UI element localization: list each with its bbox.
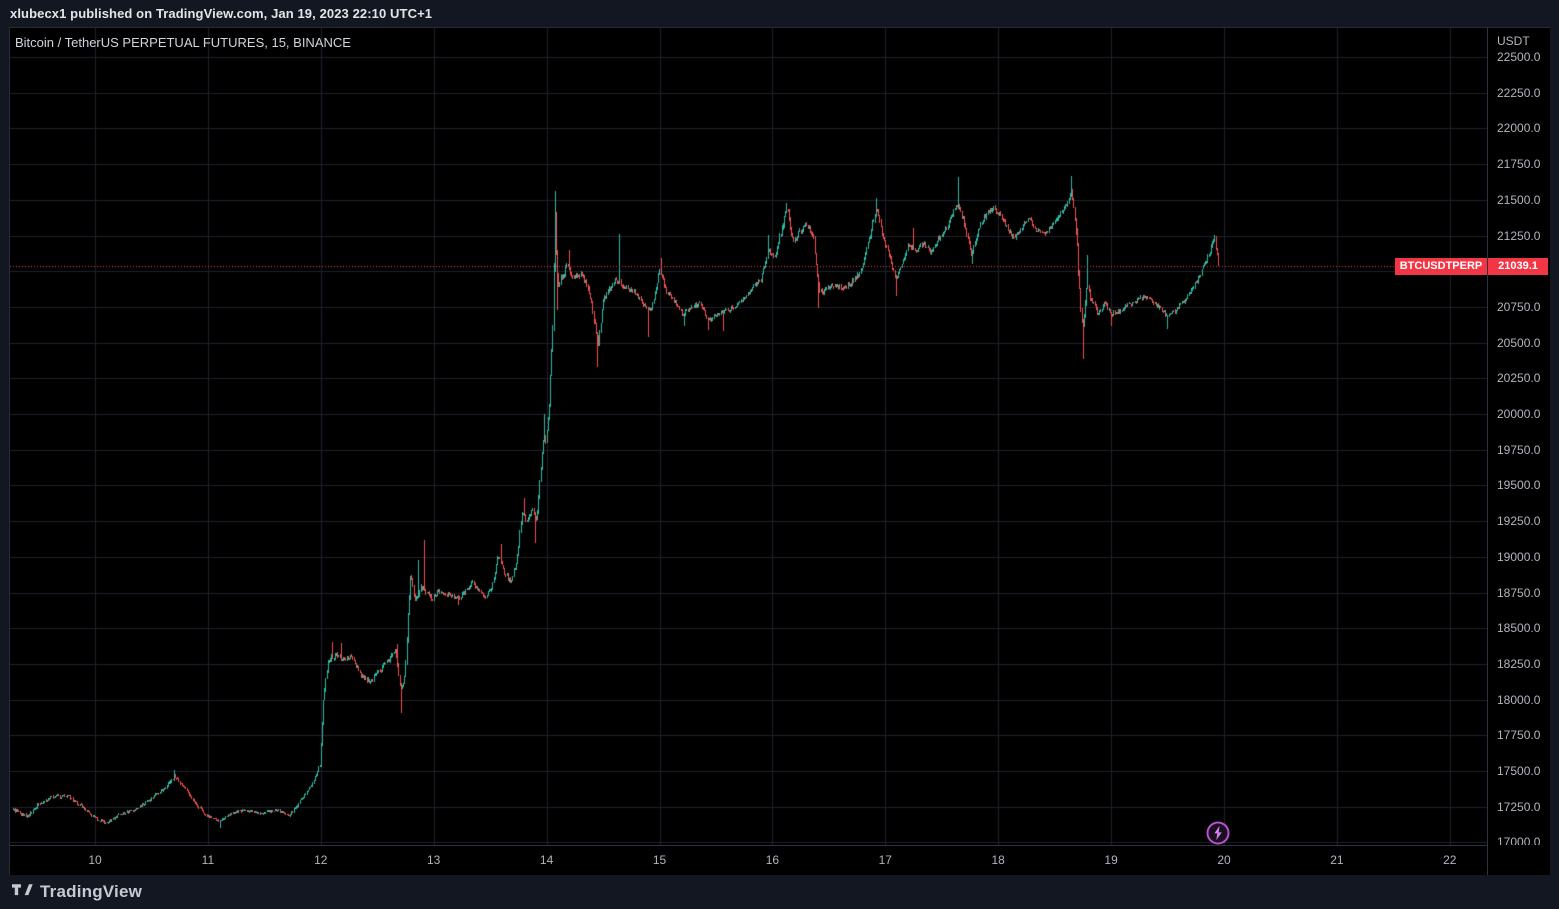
time-tick-label: 16 [765,853,780,867]
price-tick-label: 22500.0 [1497,50,1541,64]
time-tick-label: 21 [1330,853,1344,867]
time-tick-label: 13 [427,853,441,867]
footer-bar: TradingView [0,875,1559,909]
price-tick-label: 21500.0 [1497,192,1541,207]
time-tick-label: 22 [1443,853,1457,867]
chart-symbol-title: Bitcoin / TetherUS PERPETUAL FUTURES, 15… [15,35,351,50]
price-tick-label: 20500.0 [1497,335,1541,350]
last-price-symbol-tag: BTCUSDTPERP [1395,258,1487,275]
time-tick-label: 20 [1217,853,1231,867]
chart-pane: Bitcoin / TetherUS PERPETUAL FUTURES, 15… [9,27,1550,876]
last-price-value-tag: 21039.1 [1488,258,1548,275]
price-tick-label: 17500.0 [1497,764,1541,778]
publish-top-bar: xlubecx1 published on TradingView.com, J… [0,0,1559,28]
time-tick-label: 11 [201,853,215,867]
price-tick-label: 19250.0 [1497,514,1541,529]
price-tick-label: 20250.0 [1497,371,1541,386]
price-axis[interactable]: USDT 22500.0 22250.0 22000.0 21750.0 21500.0… [1487,28,1550,875]
price-tick-labels: 22500.0 22250.0 22000.0 21750.0 21500.0 21250… [1488,28,1550,845]
currency-label: USDT [1497,34,1530,48]
time-tick-label: 15 [652,853,667,867]
time-axis[interactable]: 10 11 12 13 14 15 16 17 18 19 20 21 22 [10,845,1549,876]
time-tick-label: 18 [991,853,1005,867]
price-tick-label: 21250.0 [1497,228,1541,243]
price-tick-label: 19750.0 [1497,442,1541,457]
price-tick-label: 20750.0 [1497,299,1541,314]
time-tick-label: 10 [88,853,102,867]
tradingview-logo[interactable]: TradingView [12,882,142,902]
price-tick-label: 18250.0 [1497,656,1541,671]
attribution-text: xlubecx1 published on TradingView.com, J… [10,6,433,21]
candlestick-chart-canvas[interactable] [10,28,1487,845]
time-tick-label: 19 [1104,853,1118,867]
price-tick-label: 17750.0 [1497,728,1541,743]
price-tick-label: 19500.0 [1497,478,1541,493]
price-tick-label: 22000.0 [1497,121,1541,136]
price-tick-label: 17250.0 [1497,799,1541,814]
time-tick-label: 17 [878,853,892,867]
time-tick-label: 12 [314,853,328,867]
price-tick-label: 18500.0 [1497,621,1541,636]
tradingview-logomark [12,884,33,896]
time-tick-label: 14 [539,853,554,867]
tradingview-brand-text: TradingView [40,882,143,901]
lightning-icon[interactable] [1205,820,1231,846]
price-tick-label: 22250.0 [1497,85,1541,100]
price-tick-label: 18000.0 [1497,692,1541,707]
price-tick-label: 18750.0 [1497,585,1541,600]
price-tick-label: 17000.0 [1497,835,1541,845]
price-tick-label: 20000.0 [1497,407,1541,421]
price-tick-label: 21750.0 [1497,157,1541,172]
price-tick-label: 19000.0 [1497,549,1541,564]
